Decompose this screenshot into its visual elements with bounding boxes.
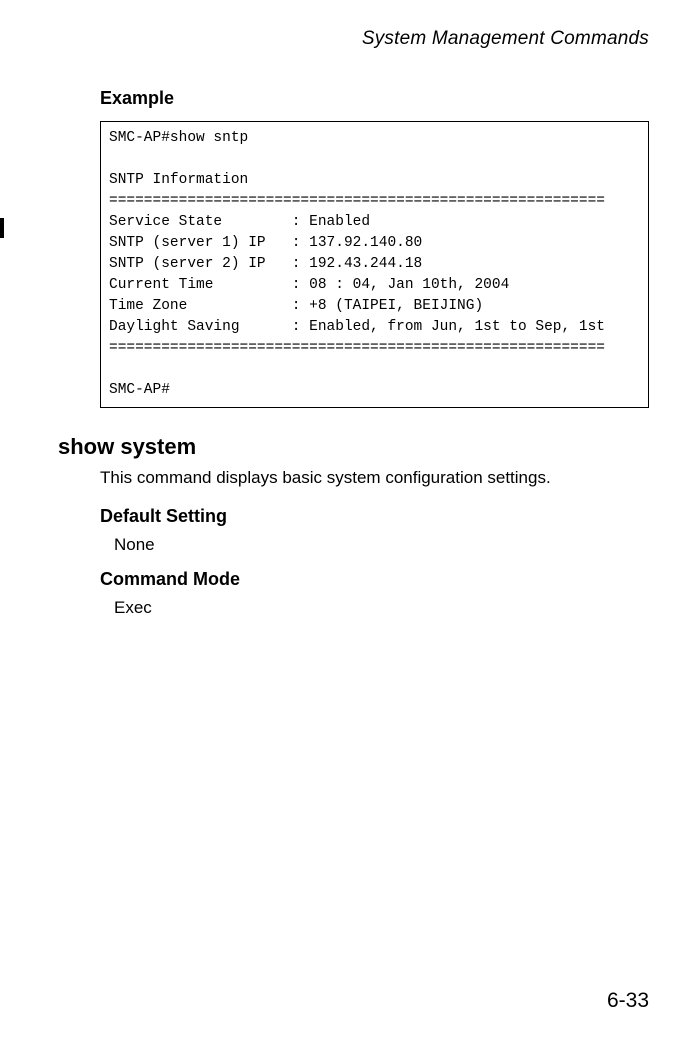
change-bar <box>0 218 4 238</box>
default-setting-value: None <box>114 535 649 555</box>
example-code-box: SMC-AP#show sntp SNTP Information ======… <box>100 121 649 408</box>
default-setting-label: Default Setting <box>100 506 649 527</box>
command-name-heading: show system <box>58 434 649 460</box>
running-head: System Management Commands <box>50 28 649 50</box>
example-heading: Example <box>100 88 649 109</box>
command-section: show system This command displays basic … <box>58 434 649 618</box>
command-mode-label: Command Mode <box>100 569 649 590</box>
example-section: Example SMC-AP#show sntp SNTP Informatio… <box>100 88 649 408</box>
command-description: This command displays basic system confi… <box>100 468 649 488</box>
command-mode-value: Exec <box>114 598 649 618</box>
page-number: 6-33 <box>607 989 649 1013</box>
page: System Management Commands Example SMC-A… <box>0 0 699 1047</box>
